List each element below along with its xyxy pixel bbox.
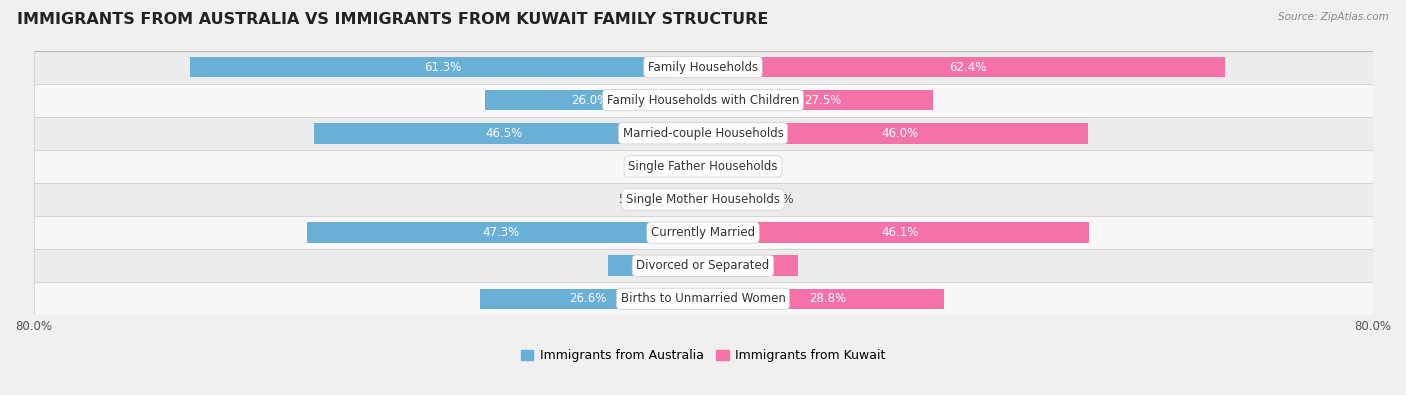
Bar <box>703 189 752 210</box>
Bar <box>307 222 703 243</box>
Text: 26.0%: 26.0% <box>571 94 609 107</box>
Bar <box>34 282 1372 315</box>
Text: Source: ZipAtlas.com: Source: ZipAtlas.com <box>1278 12 1389 22</box>
Bar <box>481 289 703 309</box>
Text: 46.1%: 46.1% <box>882 226 918 239</box>
Text: 5.1%: 5.1% <box>619 193 648 206</box>
Bar <box>34 117 1372 150</box>
Bar <box>34 183 1372 216</box>
Bar <box>703 256 797 276</box>
Text: Family Households with Children: Family Households with Children <box>607 94 799 107</box>
Text: Divorced or Separated: Divorced or Separated <box>637 259 769 272</box>
Bar <box>703 57 1225 77</box>
Bar <box>34 150 1372 183</box>
Text: IMMIGRANTS FROM AUSTRALIA VS IMMIGRANTS FROM KUWAIT FAMILY STRUCTURE: IMMIGRANTS FROM AUSTRALIA VS IMMIGRANTS … <box>17 12 768 27</box>
Text: 2.0%: 2.0% <box>644 160 673 173</box>
Bar <box>609 256 703 276</box>
Bar <box>190 57 703 77</box>
Text: 2.1%: 2.1% <box>733 160 763 173</box>
Bar <box>34 216 1372 249</box>
Text: Currently Married: Currently Married <box>651 226 755 239</box>
Text: Family Households: Family Households <box>648 60 758 73</box>
Text: 28.8%: 28.8% <box>808 292 846 305</box>
Bar <box>34 249 1372 282</box>
Bar <box>703 156 720 177</box>
Text: 26.6%: 26.6% <box>569 292 606 305</box>
Text: 11.3%: 11.3% <box>633 259 671 272</box>
Text: Single Mother Households: Single Mother Households <box>626 193 780 206</box>
Text: Births to Unmarried Women: Births to Unmarried Women <box>620 292 786 305</box>
Text: 27.5%: 27.5% <box>804 94 841 107</box>
Text: 11.3%: 11.3% <box>735 259 773 272</box>
Text: 46.5%: 46.5% <box>485 127 523 140</box>
Legend: Immigrants from Australia, Immigrants from Kuwait: Immigrants from Australia, Immigrants fr… <box>516 344 890 367</box>
Bar <box>34 51 1372 84</box>
Bar <box>703 289 943 309</box>
Bar <box>703 222 1088 243</box>
Bar <box>314 123 703 143</box>
Bar <box>485 90 703 111</box>
Bar <box>34 84 1372 117</box>
Text: 61.3%: 61.3% <box>423 60 461 73</box>
Bar <box>703 90 934 111</box>
Text: Single Father Households: Single Father Households <box>628 160 778 173</box>
Bar <box>661 189 703 210</box>
Text: 62.4%: 62.4% <box>949 60 987 73</box>
Bar <box>703 123 1088 143</box>
Text: 47.3%: 47.3% <box>482 226 520 239</box>
Text: 5.8%: 5.8% <box>763 193 794 206</box>
Text: Married-couple Households: Married-couple Households <box>623 127 783 140</box>
Text: 46.0%: 46.0% <box>882 127 918 140</box>
Bar <box>686 156 703 177</box>
